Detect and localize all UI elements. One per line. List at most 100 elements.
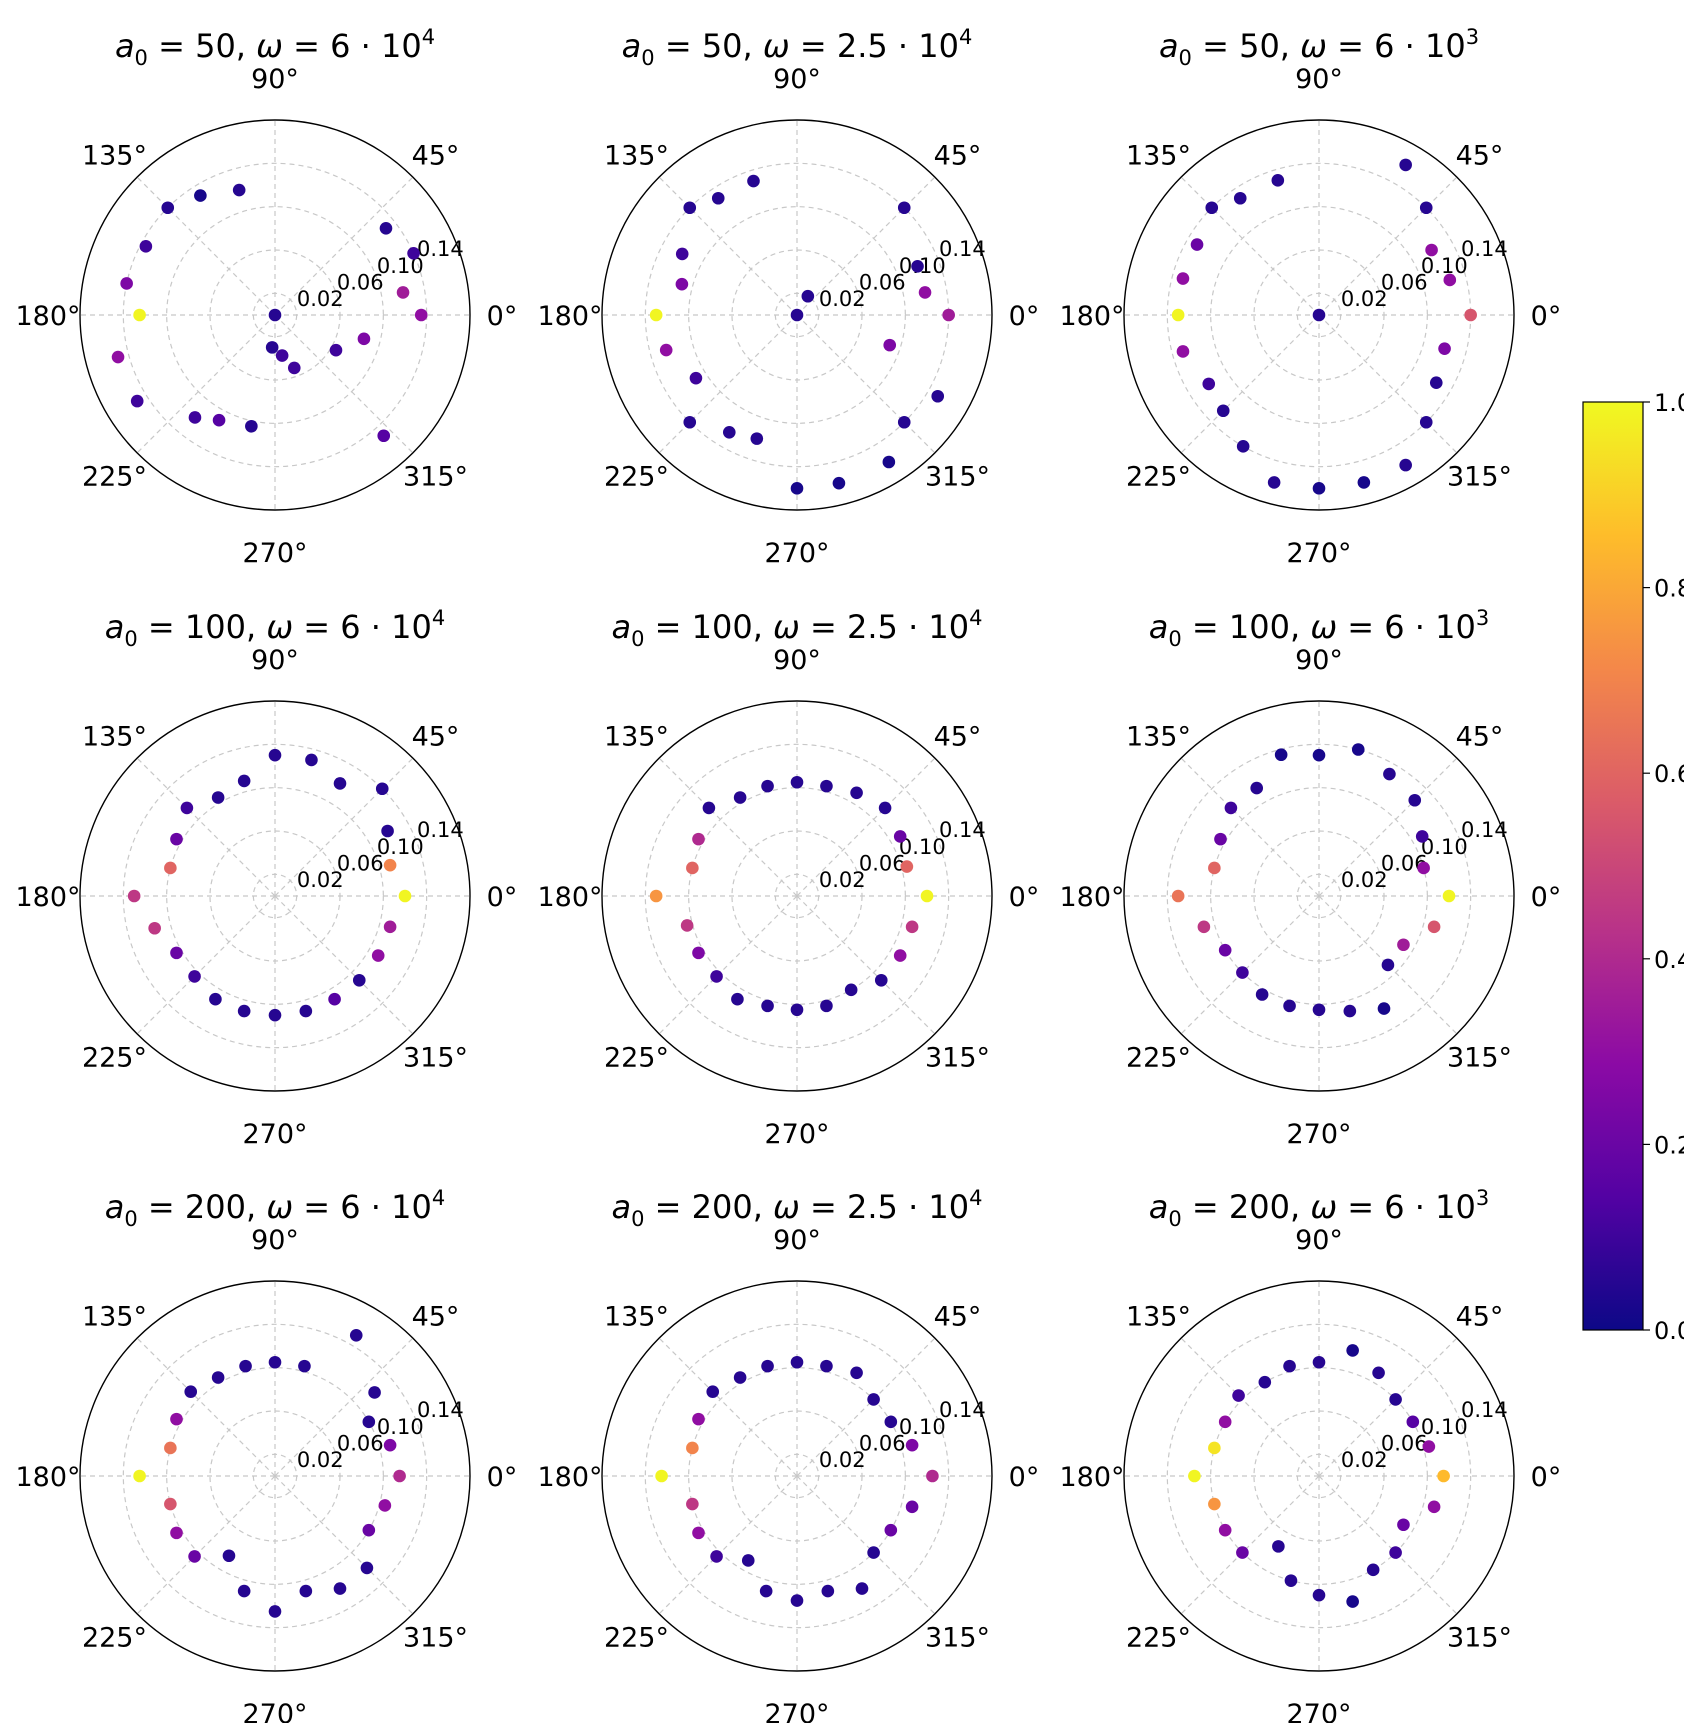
angular-gridline bbox=[796, 895, 936, 1035]
angle-label: 315° bbox=[1447, 1043, 1512, 1074]
scatter-point bbox=[1284, 1574, 1298, 1587]
title-title-var-w: ω bbox=[773, 1188, 800, 1226]
polar-frame bbox=[1123, 119, 1515, 511]
radial-tick-label: 0.10 bbox=[1421, 1415, 1468, 1439]
scatter-point bbox=[878, 801, 892, 815]
angle-label: 315° bbox=[1447, 1623, 1512, 1654]
title-title-coef: = 6 · 10 bbox=[1327, 27, 1466, 65]
scatter-point bbox=[1224, 801, 1238, 815]
radial-tick-label: 0.06 bbox=[337, 851, 384, 875]
title-title-var-w: ω bbox=[266, 1188, 293, 1226]
scatter-point bbox=[790, 482, 804, 495]
scatter-point bbox=[710, 1550, 723, 1563]
title-title-eq-a: = 50, bbox=[655, 27, 763, 65]
angle-label: 0° bbox=[1009, 301, 1040, 332]
scatter-point bbox=[659, 343, 673, 357]
angular-gridline bbox=[136, 895, 276, 1035]
radial-tick-label: 0.06 bbox=[337, 270, 384, 294]
scatter-point bbox=[329, 343, 343, 357]
title-title-coef: = 6 · 10 bbox=[293, 608, 432, 646]
scatter-point bbox=[368, 1386, 381, 1399]
scatter-point bbox=[706, 1385, 720, 1399]
title-title-eq-a: = 100, bbox=[1182, 608, 1311, 646]
angle-label: 270° bbox=[764, 1119, 829, 1150]
radial-tick-label: 0.06 bbox=[1381, 1431, 1428, 1455]
scatter-point bbox=[396, 286, 410, 299]
title-title-coef: = 2.5 · 10 bbox=[790, 27, 959, 65]
title-title-sub-a: 0 bbox=[124, 627, 137, 651]
radial-tick-label: 0.02 bbox=[297, 868, 344, 892]
radial-tick-label: 0.10 bbox=[377, 1415, 424, 1439]
angular-gridline bbox=[1318, 895, 1458, 1035]
scatter-point bbox=[1389, 1393, 1402, 1406]
scatter-point bbox=[905, 920, 919, 934]
scatter-point bbox=[1171, 308, 1185, 322]
scatter-point bbox=[692, 1526, 705, 1540]
radial-tick-label: 0.06 bbox=[859, 270, 906, 294]
radial-tick-label: 0.10 bbox=[899, 835, 946, 859]
angular-gridline bbox=[1180, 757, 1320, 897]
colorbar-tick-label: 0.2 bbox=[1654, 1131, 1684, 1159]
angle-label: 315° bbox=[925, 462, 990, 493]
angular-gridline bbox=[1318, 176, 1458, 316]
scatter-point bbox=[747, 174, 760, 188]
scatter-point bbox=[268, 308, 282, 322]
angle-label: 270° bbox=[1286, 1119, 1351, 1150]
angular-gridline bbox=[658, 895, 798, 1035]
angle-label: 45° bbox=[412, 140, 460, 171]
scatter-point bbox=[1399, 458, 1412, 472]
scatter-point bbox=[1312, 1588, 1326, 1602]
radial-tick-label: 0.14 bbox=[1461, 1398, 1508, 1422]
scatter-point bbox=[212, 413, 226, 427]
scatter-point bbox=[1429, 376, 1443, 390]
radial-tick-label: 0.14 bbox=[417, 818, 464, 842]
scatter-point bbox=[821, 1584, 835, 1598]
polar-panel: a0 = 100, ω = 6 · 1030.020.060.100.140°4… bbox=[1059, 606, 1561, 1150]
scatter-point bbox=[1357, 476, 1371, 489]
scatter-point bbox=[268, 1008, 282, 1022]
title-title-sub-a: 0 bbox=[631, 1207, 644, 1231]
scatter-point bbox=[299, 1004, 313, 1018]
scatter-point bbox=[1274, 748, 1288, 762]
scatter-point bbox=[357, 332, 371, 346]
title-title-var-w: ω bbox=[1310, 1188, 1337, 1226]
radial-tick-label: 0.06 bbox=[859, 1431, 906, 1455]
title-title-exp: 3 bbox=[1476, 606, 1489, 630]
scatter-point bbox=[287, 361, 301, 375]
angle-label: 45° bbox=[934, 721, 982, 752]
panel-title: a0 = 200, ω = 2.5 · 104 bbox=[611, 1186, 982, 1231]
radial-tick-label: 0.10 bbox=[1421, 835, 1468, 859]
scatter-point bbox=[850, 1366, 863, 1380]
radial-tick-label: 0.14 bbox=[1461, 237, 1508, 261]
scatter-point bbox=[731, 992, 744, 1006]
title-title-coef: = 6 · 10 bbox=[283, 27, 422, 65]
scatter-point bbox=[883, 338, 897, 352]
scatter-point bbox=[832, 476, 846, 490]
scatter-point bbox=[139, 240, 153, 253]
scatter-point bbox=[790, 1594, 804, 1607]
angle-label: 180° bbox=[15, 301, 80, 332]
scatter-point bbox=[120, 277, 133, 290]
scatter-point bbox=[702, 801, 716, 815]
panel-title: a0 = 100, ω = 6 · 104 bbox=[105, 606, 445, 651]
radial-tick-label: 0.02 bbox=[297, 1448, 344, 1472]
title-title-sub-a: 0 bbox=[641, 46, 654, 70]
scatter-point bbox=[1443, 273, 1457, 287]
angular-gridline bbox=[658, 1337, 798, 1477]
scatter-point bbox=[398, 889, 412, 903]
polar-frame bbox=[601, 700, 993, 1092]
angular-gridline bbox=[796, 176, 936, 316]
scatter-point bbox=[1176, 272, 1190, 285]
scatter-point bbox=[893, 949, 907, 962]
title-title-var-w: ω bbox=[266, 608, 293, 646]
title-title-var-w: ω bbox=[1310, 608, 1337, 646]
radial-tick-label: 0.14 bbox=[939, 237, 986, 261]
panel-title: a0 = 100, ω = 2.5 · 104 bbox=[611, 606, 982, 651]
scatter-point bbox=[893, 830, 907, 843]
scatter-point bbox=[884, 1523, 898, 1537]
colorbar: 0.0 0.2 0.4 0.6 0.8 1.0 bbox=[1582, 389, 1684, 1345]
radial-tick-label: 0.02 bbox=[1341, 1448, 1388, 1472]
scatter-point bbox=[1442, 889, 1456, 903]
scatter-point bbox=[188, 970, 201, 983]
scatter-point bbox=[897, 415, 911, 429]
